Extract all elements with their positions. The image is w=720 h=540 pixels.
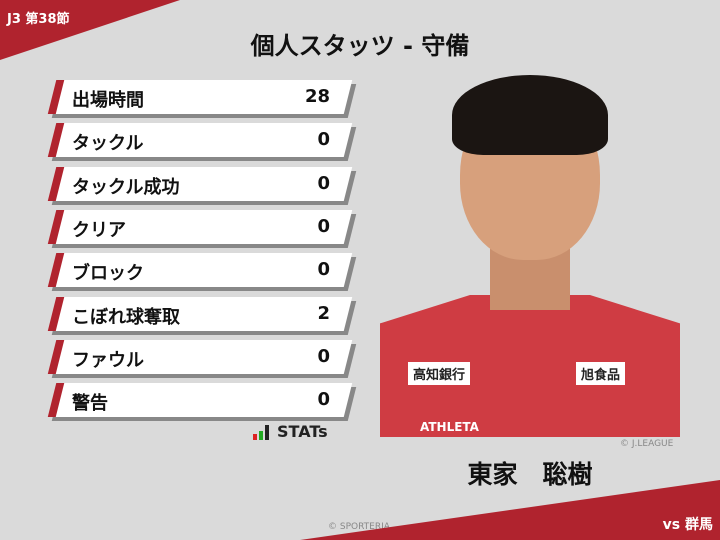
sponsor-left: 高知銀行 bbox=[408, 362, 471, 385]
stat-value: 0 bbox=[317, 259, 330, 281]
stat-label: クリア bbox=[72, 219, 126, 241]
logo-bar-red bbox=[253, 434, 257, 440]
kit-brand: ATHLETA bbox=[420, 420, 479, 434]
round-label: J3 第38節 bbox=[7, 12, 70, 27]
page-title: 個人スタッツ - 守備 bbox=[250, 32, 470, 60]
stat-row: 警告 0 bbox=[47, 383, 357, 422]
stat-row: 出場時間 28 bbox=[47, 80, 357, 118]
stat-label: ファウル bbox=[72, 349, 144, 371]
stat-label: タックル bbox=[72, 133, 144, 155]
stat-label: 警告 bbox=[72, 393, 108, 415]
stat-value: 0 bbox=[317, 345, 330, 367]
stat-row: クリア 0 bbox=[47, 209, 357, 248]
stat-label: タックル成功 bbox=[72, 176, 180, 198]
stat-row: こぼれ球奪取 2 bbox=[47, 296, 357, 335]
copyright: © SPORTERIA bbox=[328, 522, 390, 532]
logo-bar-green bbox=[259, 431, 263, 440]
stats-logo: STATs bbox=[253, 424, 328, 440]
stat-value: 0 bbox=[317, 129, 330, 151]
stat-row: タックル成功 0 bbox=[47, 166, 357, 205]
logo-text: STATs bbox=[277, 422, 328, 441]
stat-row: ファウル 0 bbox=[47, 339, 357, 378]
hair bbox=[452, 75, 608, 155]
stat-label: ブロック bbox=[72, 263, 144, 285]
stat-value: 0 bbox=[317, 215, 330, 237]
logo-bar-black bbox=[265, 425, 269, 440]
player-name: 東家 聡樹 bbox=[467, 460, 593, 489]
stat-value: 2 bbox=[317, 302, 330, 324]
stat-value: 28 bbox=[304, 86, 330, 107]
stat-row: ブロック 0 bbox=[47, 253, 357, 292]
stat-row: タックル 0 bbox=[47, 123, 357, 162]
stat-label: 出場時間 bbox=[72, 90, 144, 111]
player-photo: 高知銀行 旭食品 ATHLETA bbox=[380, 70, 680, 437]
sponsor-right: 旭食品 bbox=[576, 362, 626, 385]
stat-label: こぼれ球奪取 bbox=[72, 306, 180, 328]
opponent-label: vs 群馬 bbox=[662, 517, 713, 533]
stat-value: 0 bbox=[317, 172, 330, 194]
stat-value: 0 bbox=[317, 389, 330, 411]
photo-credit: © J.LEAGUE bbox=[620, 439, 674, 449]
